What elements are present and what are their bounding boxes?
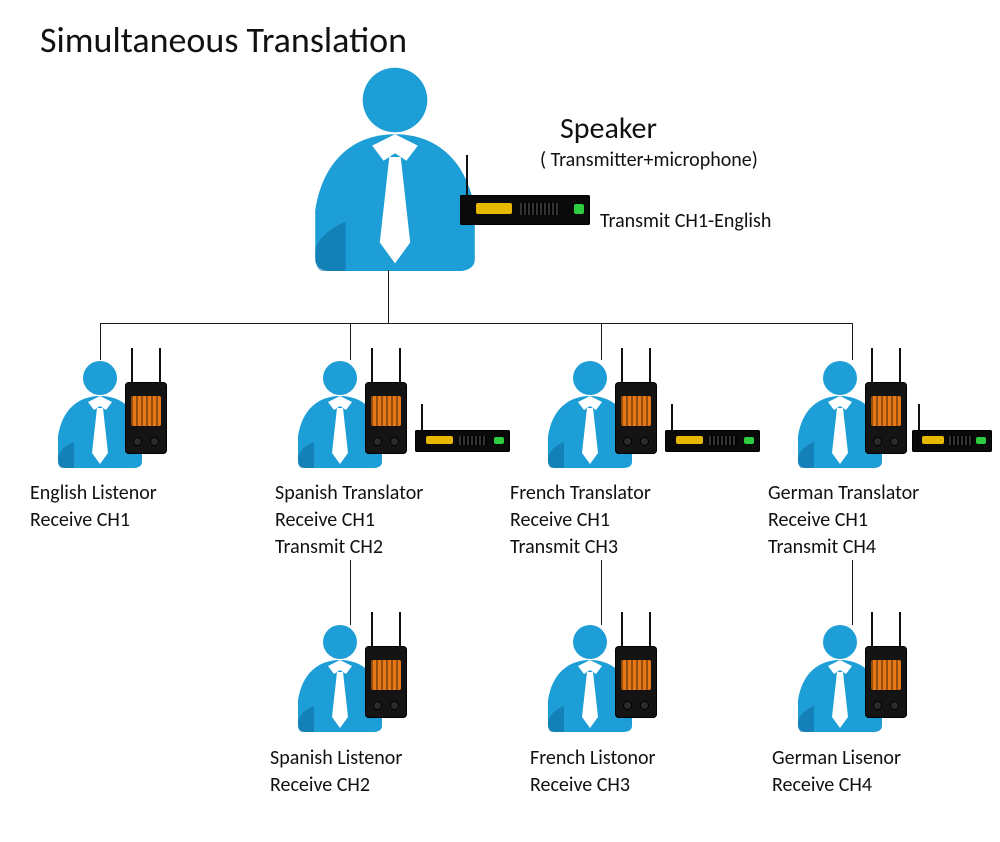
connector: [350, 560, 351, 625]
row2-bodypack-0: [365, 646, 407, 718]
speaker-transmitter-device: [460, 195, 590, 225]
connector: [350, 323, 351, 360]
row1-rack-3: [912, 430, 992, 452]
row1-label-0: English ListenorReceive CH1: [30, 480, 157, 534]
row1-bodypack-1: [365, 382, 407, 454]
connector: [601, 323, 602, 360]
row1-rack-2: [665, 430, 760, 452]
speaker-transmit-label: Transmit CH1-English: [600, 208, 771, 235]
connector: [100, 323, 101, 360]
row2-label-1: French ListonorReceive CH3: [530, 745, 656, 799]
connector: [601, 560, 602, 625]
connector: [388, 270, 389, 323]
row2-bodypack-1: [615, 646, 657, 718]
row1-rack-1: [415, 430, 510, 452]
row2-label-2: German LisenorReceive CH4: [772, 745, 901, 799]
row2-label-0: Spanish ListenorReceive CH2: [270, 745, 402, 799]
page-title: Simultaneous Translation: [40, 18, 407, 62]
connector: [100, 323, 852, 324]
connector: [852, 560, 853, 625]
row1-bodypack-3: [865, 382, 907, 454]
speaker-person-icon: [300, 62, 490, 271]
row1-label-1: Spanish TranslatorReceive CH1Transmit CH…: [275, 480, 423, 561]
speaker-heading: Speaker: [560, 110, 657, 147]
connector: [852, 323, 853, 360]
row2-bodypack-2: [865, 646, 907, 718]
row1-bodypack-2: [615, 382, 657, 454]
row1-label-2: French TranslatorReceive CH1Transmit CH3: [510, 480, 651, 561]
row1-label-3: German TranslatorReceive CH1Transmit CH4: [768, 480, 919, 561]
row1-bodypack-0: [125, 382, 167, 454]
speaker-subheading: ( Transmitter+microphone): [540, 148, 758, 172]
